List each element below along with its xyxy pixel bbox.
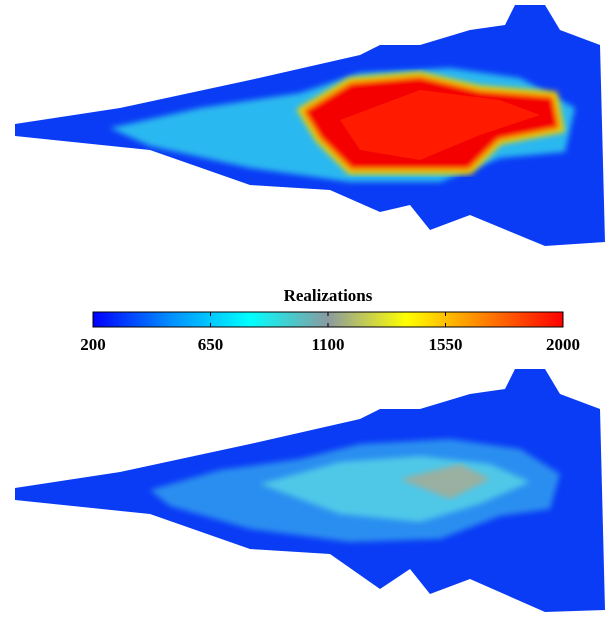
plume-top [15, 5, 605, 246]
plume-bottom [15, 369, 605, 612]
colorbar-tick-label: 200 [80, 335, 106, 354]
colorbar-tick-label: 2000 [546, 335, 580, 354]
colorbar-tick-label: 1100 [311, 335, 344, 354]
colorbar-title: Realizations [284, 286, 373, 305]
colorbar-tick-label: 1550 [429, 335, 463, 354]
colorbar-tick-label: 650 [198, 335, 224, 354]
